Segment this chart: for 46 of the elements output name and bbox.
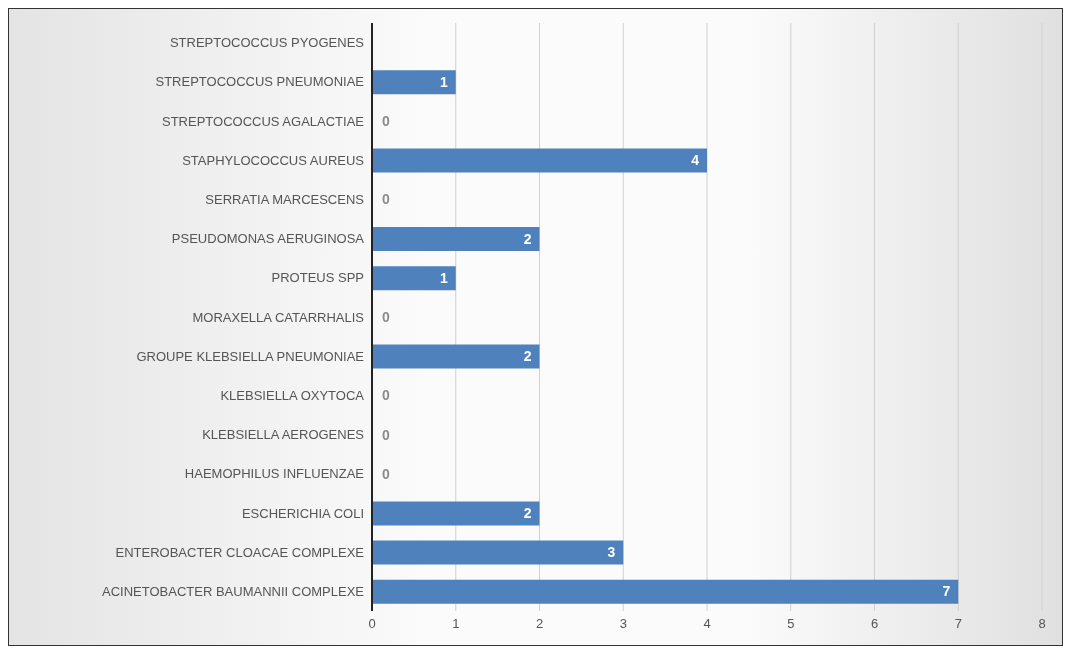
y-tick-label: SERRATIA MARCESCENS xyxy=(205,192,365,208)
y-tick-label: GROUPE KLEBSIELLA PNEUMONIAE xyxy=(136,348,365,364)
y-tick-label: STREPTOCOCCUS AGALACTIAE xyxy=(161,113,365,129)
x-tick-label: 5 xyxy=(787,616,795,632)
y-tick-label: MORAXELLA CATARRHALIS xyxy=(192,309,365,325)
data-label: 1 xyxy=(439,269,448,286)
bar xyxy=(372,579,959,604)
bar xyxy=(372,148,707,173)
y-tick-label: STREPTOCOCCUS PYOGENES xyxy=(169,35,365,51)
data-label: 0 xyxy=(382,112,390,129)
data-label: 2 xyxy=(523,348,532,365)
data-label: 2 xyxy=(523,230,532,247)
x-tick-label: 7 xyxy=(954,616,962,632)
y-tick-label: KLEBSIELLA AEROGENES xyxy=(202,427,365,443)
data-label: 0 xyxy=(382,387,390,404)
bar xyxy=(372,344,540,369)
bar xyxy=(372,70,456,95)
data-label: 2 xyxy=(523,504,532,521)
y-tick-label: PROTEUS SPP xyxy=(271,270,364,286)
x-tick-label: 6 xyxy=(870,616,879,632)
bar xyxy=(372,501,540,526)
y-tick-label: STAPHYLOCOCCUS AUREUS xyxy=(182,152,365,168)
x-tick-label: 2 xyxy=(535,616,544,632)
x-tick-label: 1 xyxy=(452,616,460,632)
data-label: 4 xyxy=(691,152,700,169)
data-label: 0 xyxy=(382,465,390,482)
y-tick-label: ACINETOBACTER BAUMANNII COMPLEXE xyxy=(102,584,365,600)
data-label: 0 xyxy=(382,308,390,325)
data-label: 0 xyxy=(382,191,390,208)
bar xyxy=(372,227,540,251)
data-label: 3 xyxy=(607,544,616,561)
bar xyxy=(372,540,624,565)
x-tick-label: 3 xyxy=(619,616,627,632)
x-tick-label: 0 xyxy=(368,616,376,632)
y-tick-label: PSEUDOMONAS AERUGINOSA xyxy=(171,231,365,247)
y-tick-label: ESCHERICHIA COLI xyxy=(241,505,364,521)
data-label: 7 xyxy=(942,583,951,600)
data-label: 1 xyxy=(439,73,448,90)
x-tick-label: 4 xyxy=(703,616,711,632)
y-tick-label: ENTEROBACTER CLOACAE COMPLEXE xyxy=(115,544,365,560)
y-tick-label: HAEMOPHILUS INFLUENZAE xyxy=(184,466,365,482)
y-tick-label: STREPTOCOCCUS PNEUMONIAE xyxy=(155,74,365,90)
data-label: 0 xyxy=(382,426,390,443)
bar xyxy=(372,266,456,291)
x-tick-label: 8 xyxy=(1038,616,1046,632)
y-tick-label: KLEBSIELLA OXYTOCA xyxy=(220,388,365,404)
